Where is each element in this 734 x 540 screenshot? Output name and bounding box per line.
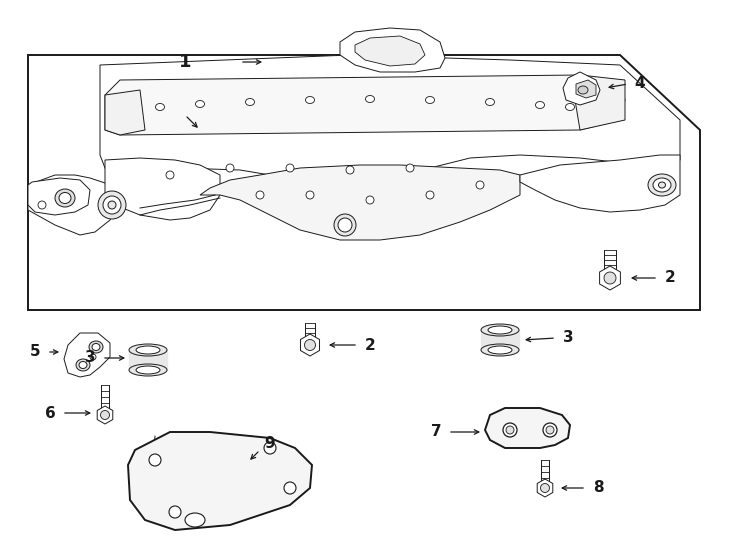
- Text: 4: 4: [635, 76, 645, 91]
- Text: 5: 5: [29, 345, 40, 360]
- Ellipse shape: [59, 192, 71, 204]
- Ellipse shape: [264, 442, 276, 454]
- Ellipse shape: [129, 364, 167, 376]
- Polygon shape: [575, 75, 625, 130]
- Ellipse shape: [338, 218, 352, 232]
- Ellipse shape: [284, 482, 296, 494]
- Polygon shape: [28, 175, 115, 235]
- Polygon shape: [105, 90, 145, 135]
- Text: 6: 6: [45, 406, 55, 421]
- Ellipse shape: [604, 272, 616, 284]
- Polygon shape: [481, 330, 519, 350]
- Ellipse shape: [156, 104, 164, 111]
- Text: 2: 2: [365, 338, 375, 353]
- Ellipse shape: [55, 189, 75, 207]
- Ellipse shape: [90, 354, 96, 360]
- Ellipse shape: [366, 196, 374, 204]
- Ellipse shape: [536, 102, 545, 109]
- Ellipse shape: [481, 344, 519, 356]
- Ellipse shape: [195, 100, 205, 107]
- Ellipse shape: [169, 506, 181, 518]
- Ellipse shape: [506, 426, 514, 434]
- Ellipse shape: [38, 201, 46, 209]
- Ellipse shape: [305, 340, 316, 350]
- Ellipse shape: [226, 164, 234, 172]
- Polygon shape: [520, 155, 680, 212]
- Ellipse shape: [108, 201, 116, 209]
- Ellipse shape: [286, 164, 294, 172]
- Ellipse shape: [92, 343, 100, 350]
- Ellipse shape: [166, 171, 174, 179]
- Ellipse shape: [79, 361, 87, 368]
- Ellipse shape: [136, 346, 160, 354]
- Ellipse shape: [185, 513, 205, 527]
- Text: 3: 3: [563, 330, 573, 346]
- Ellipse shape: [306, 191, 314, 199]
- Polygon shape: [576, 80, 596, 98]
- Ellipse shape: [149, 454, 161, 466]
- Polygon shape: [340, 28, 445, 72]
- Polygon shape: [105, 75, 625, 135]
- Text: 3: 3: [84, 350, 95, 366]
- Ellipse shape: [98, 191, 126, 219]
- Ellipse shape: [426, 97, 435, 104]
- Ellipse shape: [305, 97, 314, 104]
- Polygon shape: [105, 158, 220, 220]
- Ellipse shape: [103, 196, 121, 214]
- Ellipse shape: [129, 344, 167, 356]
- Ellipse shape: [256, 191, 264, 199]
- Ellipse shape: [76, 359, 90, 371]
- Polygon shape: [600, 266, 620, 290]
- Ellipse shape: [366, 96, 374, 103]
- Ellipse shape: [426, 191, 434, 199]
- Ellipse shape: [476, 181, 484, 189]
- Polygon shape: [100, 55, 680, 185]
- Polygon shape: [129, 350, 167, 370]
- Text: 9: 9: [265, 435, 275, 450]
- Ellipse shape: [346, 166, 354, 174]
- Ellipse shape: [89, 341, 103, 353]
- Polygon shape: [300, 334, 319, 356]
- Ellipse shape: [481, 324, 519, 336]
- Polygon shape: [563, 72, 600, 105]
- Ellipse shape: [648, 174, 676, 196]
- Text: 1: 1: [179, 53, 192, 71]
- Ellipse shape: [578, 86, 588, 94]
- Polygon shape: [97, 406, 113, 424]
- Text: 8: 8: [592, 481, 603, 496]
- Ellipse shape: [540, 483, 550, 492]
- Polygon shape: [200, 165, 520, 240]
- Ellipse shape: [503, 423, 517, 437]
- Polygon shape: [64, 333, 110, 377]
- Ellipse shape: [136, 366, 160, 374]
- Ellipse shape: [488, 326, 512, 334]
- Polygon shape: [537, 479, 553, 497]
- Ellipse shape: [406, 164, 414, 172]
- Polygon shape: [485, 408, 570, 448]
- Polygon shape: [128, 432, 312, 530]
- Polygon shape: [355, 36, 425, 66]
- Ellipse shape: [485, 98, 495, 105]
- Ellipse shape: [546, 426, 554, 434]
- Text: 2: 2: [664, 271, 675, 286]
- Text: 7: 7: [431, 424, 441, 440]
- Ellipse shape: [653, 178, 671, 192]
- Polygon shape: [28, 55, 700, 310]
- Ellipse shape: [658, 182, 666, 188]
- Polygon shape: [28, 178, 90, 215]
- Ellipse shape: [245, 98, 255, 105]
- Ellipse shape: [565, 104, 575, 111]
- Ellipse shape: [334, 214, 356, 236]
- Ellipse shape: [543, 423, 557, 437]
- Ellipse shape: [488, 346, 512, 354]
- Ellipse shape: [101, 410, 109, 420]
